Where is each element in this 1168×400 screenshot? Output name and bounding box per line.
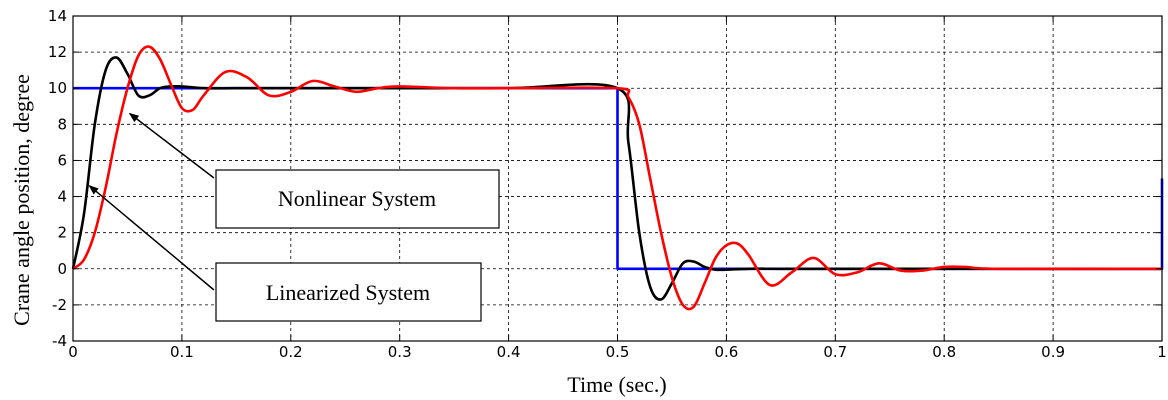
x-tick-label: 0.7 bbox=[823, 343, 847, 361]
x-tick-label: 0 bbox=[68, 343, 78, 361]
ticks bbox=[72, 15, 1163, 342]
x-tick-label: 0.8 bbox=[932, 343, 956, 361]
y-tick-label: -4 bbox=[52, 332, 67, 350]
x-axis-label: Time (sec.) bbox=[567, 372, 666, 397]
y-tick-label: 0 bbox=[57, 260, 67, 278]
x-tick-label: 0.1 bbox=[170, 343, 194, 361]
tick-labels: 0 0.1 0.2 0.3 0.4 0.5 0.6 0.7 0.8 0.9 1 -4 -2 0 2 4 6 8 10… bbox=[48, 7, 1167, 361]
callout-box-linearized bbox=[215, 262, 482, 322]
y-tick-label: 12 bbox=[48, 43, 67, 61]
y-tick-label: 6 bbox=[57, 151, 67, 169]
callout-arrow-nonlinear bbox=[128, 112, 215, 179]
series-line-black bbox=[71, 56, 1162, 301]
y-tick-label: -2 bbox=[52, 296, 67, 314]
x-tick-label: 0.3 bbox=[388, 343, 412, 361]
callout-linearized: Linearized System bbox=[88, 185, 482, 322]
callout-label-linearized: Linearized System bbox=[266, 280, 430, 305]
x-tick-label: 0.9 bbox=[1041, 343, 1065, 361]
x-tick-label: 0.2 bbox=[279, 343, 303, 361]
x-tick-label: 0.4 bbox=[497, 343, 521, 361]
x-tick-label: 0.5 bbox=[606, 343, 630, 361]
y-tick-label: 10 bbox=[48, 79, 67, 97]
x-tick-label: 1 bbox=[1157, 343, 1167, 361]
y-tick-label: 4 bbox=[57, 188, 67, 206]
x-tick-label: 0.6 bbox=[714, 343, 738, 361]
callout-arrow-linearized bbox=[88, 185, 215, 291]
y-axis-label: Crane angle position, degree bbox=[9, 74, 34, 326]
y-tick-label: 8 bbox=[57, 115, 67, 133]
y-tick-label: 14 bbox=[48, 7, 67, 25]
callout-nonlinear: Nonlinear System bbox=[128, 112, 500, 229]
y-tick-label: 2 bbox=[57, 224, 67, 242]
series-line-red bbox=[72, 45, 1163, 311]
callout-box-nonlinear bbox=[215, 169, 500, 229]
callout-label-nonlinear: Nonlinear System bbox=[278, 186, 436, 211]
